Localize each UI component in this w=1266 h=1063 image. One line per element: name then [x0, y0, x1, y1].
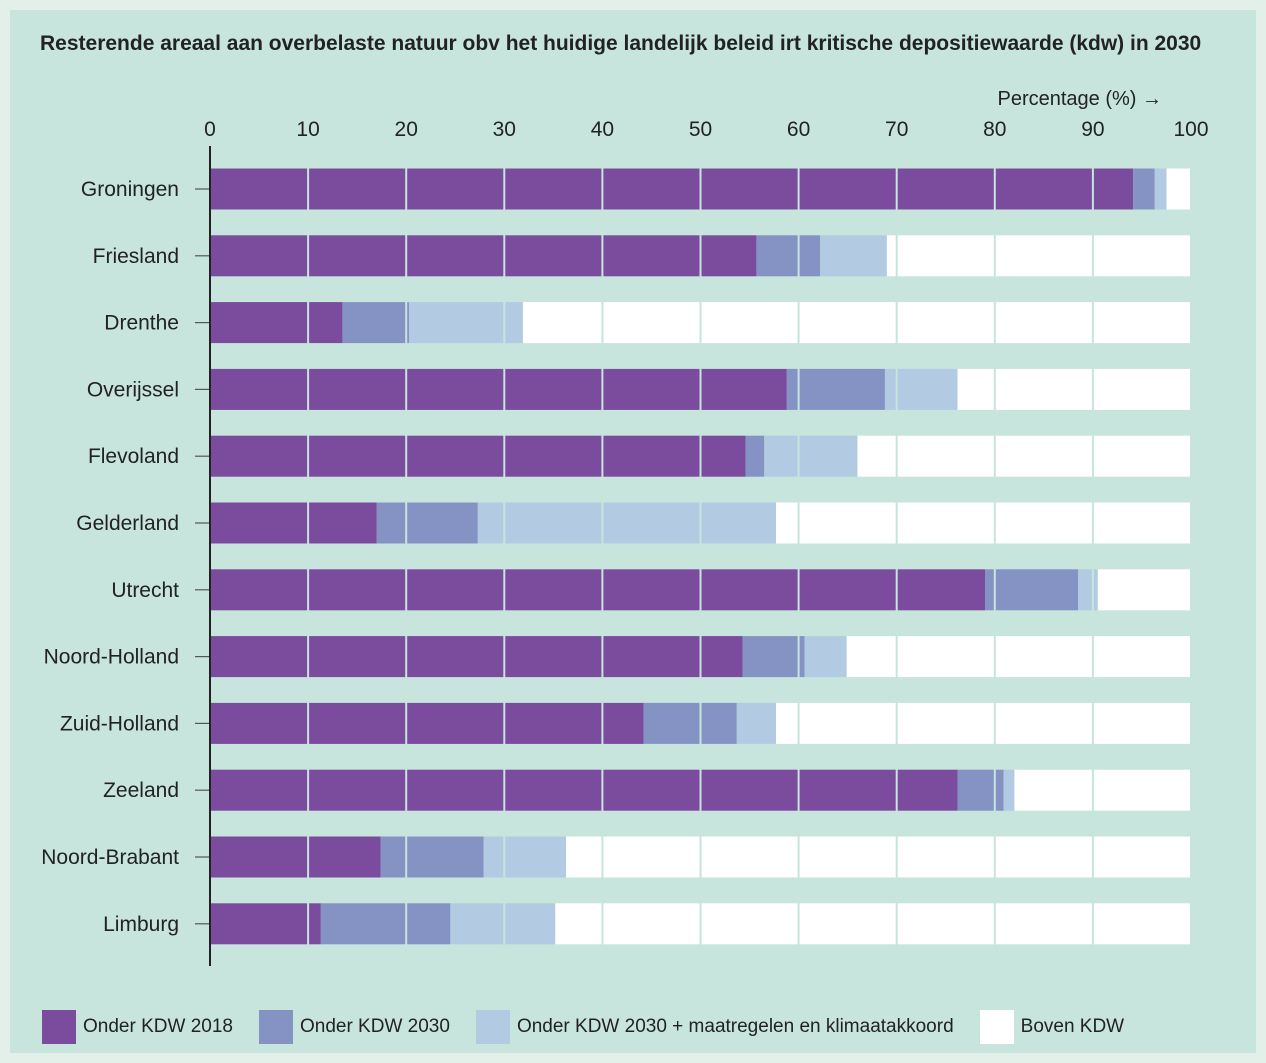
legend-swatch: [979, 1010, 1014, 1044]
bar-overijssel-series-1: [210, 368, 787, 410]
bar-friesland-series-3: [820, 235, 887, 277]
bar-zeeland-series-4: [1014, 769, 1191, 811]
legend-swatch: [475, 1010, 510, 1044]
bar-noord-holland-series-4: [846, 636, 1191, 678]
bar-gelderland-series-2: [376, 502, 478, 544]
bar-limburg-series-4: [555, 903, 1191, 945]
bar-limburg-series-1: [210, 903, 321, 945]
category-label: Noord-Brabant: [41, 846, 179, 869]
bar-flevoland-series-3: [764, 435, 858, 477]
bar-zuid-holland-series-4: [776, 702, 1191, 744]
bar-zeeland-series-2: [957, 769, 1004, 811]
legend-label: Onder KDW 2030: [299, 1016, 450, 1037]
bar-flevoland-series-2: [745, 435, 765, 477]
bar-utrecht-series-2: [984, 569, 1079, 611]
bar-utrecht-series-4: [1097, 569, 1191, 611]
x-tick-label: 40: [591, 118, 614, 141]
bar-friesland-series-1: [210, 235, 757, 277]
bar-utrecht-series-1: [210, 569, 985, 611]
bar-gelderland-series-4: [776, 502, 1191, 544]
legend-item: Boven KDW: [979, 1010, 1125, 1044]
bar-noord-brabant-series-3: [483, 836, 567, 878]
x-axis-title: Percentage (%) →: [997, 88, 1162, 110]
bar-limburg-series-2: [320, 903, 451, 945]
x-tick-label: 70: [885, 118, 908, 141]
x-tick-label: 80: [983, 118, 1006, 141]
legend-item: Onder KDW 2030: [258, 1010, 450, 1044]
x-tick-label: 10: [296, 118, 319, 141]
bar-overijssel-series-2: [786, 368, 885, 410]
legend-swatch: [42, 1010, 76, 1044]
bar-zuid-holland-series-2: [643, 702, 737, 744]
legend-item: Onder KDW 2030 + maatregelen en klimaata…: [475, 1010, 954, 1044]
bar-limburg-series-3: [450, 903, 556, 945]
legend-label: Boven KDW: [1020, 1016, 1125, 1037]
bar-flevoland-series-4: [857, 435, 1191, 477]
bar-groningen-series-4: [1166, 168, 1191, 210]
legend-label: Onder KDW 2030 + maatregelen en klimaata…: [516, 1016, 954, 1037]
category-label: Utrecht: [111, 579, 179, 602]
bar-drenthe-series-4: [522, 302, 1191, 344]
category-label: Flevoland: [88, 445, 179, 468]
category-label: Overijssel: [87, 378, 179, 401]
chart-title: Resterende areaal aan overbelaste natuur…: [40, 32, 1202, 55]
bar-utrecht-series-3: [1078, 569, 1098, 611]
x-tick-label: 90: [1081, 118, 1104, 141]
bar-drenthe-series-2: [342, 302, 410, 344]
category-label: Noord-Holland: [44, 646, 179, 669]
x-tick-label: 50: [689, 118, 712, 141]
legend-label: Onder KDW 2018: [83, 1016, 233, 1037]
bar-gelderland-series-1: [210, 502, 377, 544]
category-label: Limburg: [103, 913, 179, 936]
category-label: Groningen: [81, 178, 179, 201]
bar-noord-holland-series-3: [804, 636, 847, 678]
legend-item: Onder KDW 2018: [42, 1010, 233, 1044]
category-label: Friesland: [93, 245, 179, 268]
bar-noord-holland-series-1: [210, 636, 743, 678]
bar-zeeland-series-1: [210, 769, 958, 811]
bar-drenthe-series-1: [210, 302, 343, 344]
x-tick-label: 60: [787, 118, 810, 141]
bar-groningen-series-1: [210, 168, 1134, 210]
legend-swatch: [258, 1010, 293, 1044]
category-label: Gelderland: [76, 512, 179, 535]
category-label: Zuid-Holland: [60, 712, 179, 735]
bar-gelderland-series-3: [477, 502, 777, 544]
category-label: Zeeland: [103, 779, 179, 802]
bar-noord-holland-series-2: [742, 636, 805, 678]
x-tick-label: 20: [395, 118, 418, 141]
bar-drenthe-series-3: [409, 302, 523, 344]
x-tick-label: 30: [493, 118, 516, 141]
bar-flevoland-series-1: [210, 435, 746, 477]
category-label: Drenthe: [104, 312, 179, 335]
bar-friesland-series-4: [886, 235, 1191, 277]
bar-zuid-holland-series-1: [210, 702, 644, 744]
bar-zeeland-series-3: [1003, 769, 1015, 811]
bar-groningen-series-3: [1154, 168, 1167, 210]
bar-friesland-series-2: [756, 235, 821, 277]
bar-overijssel-series-4: [957, 368, 1191, 410]
x-tick-label: 0: [204, 118, 216, 141]
x-tick-label: 100: [1173, 118, 1208, 141]
bar-noord-brabant-series-4: [566, 836, 1191, 878]
bar-groningen-series-2: [1133, 168, 1155, 210]
legend: Onder KDW 2018 Onder KDW 2030 Onder KDW 20…: [42, 1010, 1150, 1044]
bar-noord-brabant-series-2: [380, 836, 484, 878]
bar-noord-brabant-series-1: [210, 836, 381, 878]
bar-zuid-holland-series-3: [736, 702, 777, 744]
